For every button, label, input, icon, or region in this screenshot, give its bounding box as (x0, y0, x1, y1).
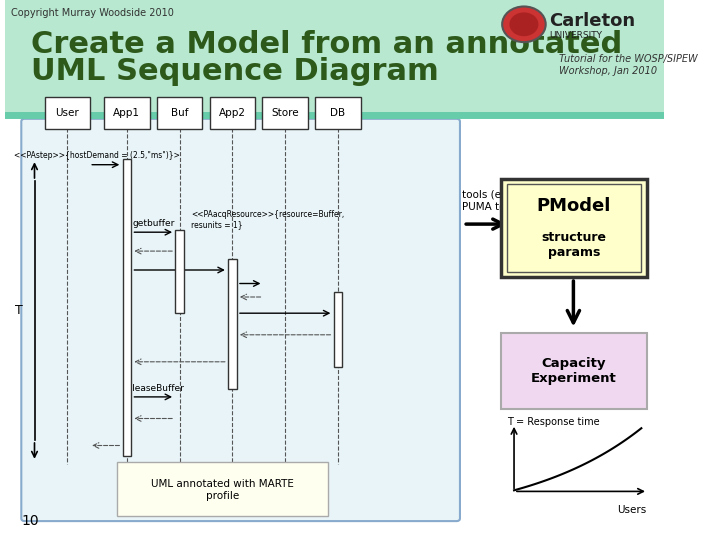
Text: User: User (55, 109, 79, 118)
Text: <<PAstep>>{hostDemand = (2.5,"ms")}>: <<PAstep>>{hostDemand = (2.5,"ms")}> (14, 151, 180, 160)
Text: UML Sequence Diagram: UML Sequence Diagram (31, 57, 439, 86)
Text: UNIVERSITY: UNIVERSITY (549, 31, 602, 40)
Text: Buf: Buf (171, 109, 189, 118)
FancyBboxPatch shape (45, 97, 90, 129)
Circle shape (510, 12, 539, 36)
Bar (122, 159, 131, 456)
FancyBboxPatch shape (210, 97, 255, 129)
Text: PModel: PModel (536, 198, 611, 215)
FancyBboxPatch shape (501, 179, 647, 277)
Text: structure
params: structure params (541, 231, 606, 259)
FancyBboxPatch shape (0, 0, 678, 127)
Text: getbuffer: getbuffer (132, 219, 174, 228)
Circle shape (502, 6, 546, 42)
Text: App2: App2 (219, 109, 246, 118)
Text: App1: App1 (113, 109, 140, 118)
Text: DB: DB (330, 109, 346, 118)
FancyBboxPatch shape (507, 184, 641, 272)
FancyBboxPatch shape (104, 97, 150, 129)
Text: <<PAacqResource>>{resource=Buffer,
resunits = 1}: <<PAacqResource>>{resource=Buffer, resun… (192, 210, 345, 230)
Text: Create a Model from an annotated: Create a Model from an annotated (31, 30, 623, 59)
FancyBboxPatch shape (157, 97, 202, 129)
Bar (228, 259, 237, 389)
Text: Tutorial for the WOSP/SIPEW
Workshop, Jan 2010: Tutorial for the WOSP/SIPEW Workshop, Ja… (559, 54, 698, 76)
FancyBboxPatch shape (315, 97, 361, 129)
FancyBboxPatch shape (22, 119, 460, 521)
Text: T: T (15, 304, 22, 317)
Text: releaseBuffer: releaseBuffer (123, 383, 184, 393)
FancyBboxPatch shape (262, 97, 308, 129)
Text: 10: 10 (22, 514, 39, 528)
Text: Store: Store (271, 109, 299, 118)
Bar (176, 230, 184, 313)
Text: UML annotated with MARTE
profile: UML annotated with MARTE profile (151, 479, 294, 501)
FancyBboxPatch shape (501, 333, 647, 409)
Text: T = Response time: T = Response time (508, 417, 600, 427)
Bar (5, 116, 665, 540)
Bar (333, 292, 342, 367)
Text: Capacity
Experiment: Capacity Experiment (531, 357, 616, 385)
Text: Carleton: Carleton (549, 12, 635, 30)
FancyBboxPatch shape (117, 462, 328, 516)
Text: Copyright Murray Woodside 2010: Copyright Murray Woodside 2010 (12, 8, 174, 18)
Text: Users: Users (617, 505, 646, 515)
Text: tools (e.g.
PUMA tools): tools (e.g. PUMA tools) (462, 190, 524, 212)
